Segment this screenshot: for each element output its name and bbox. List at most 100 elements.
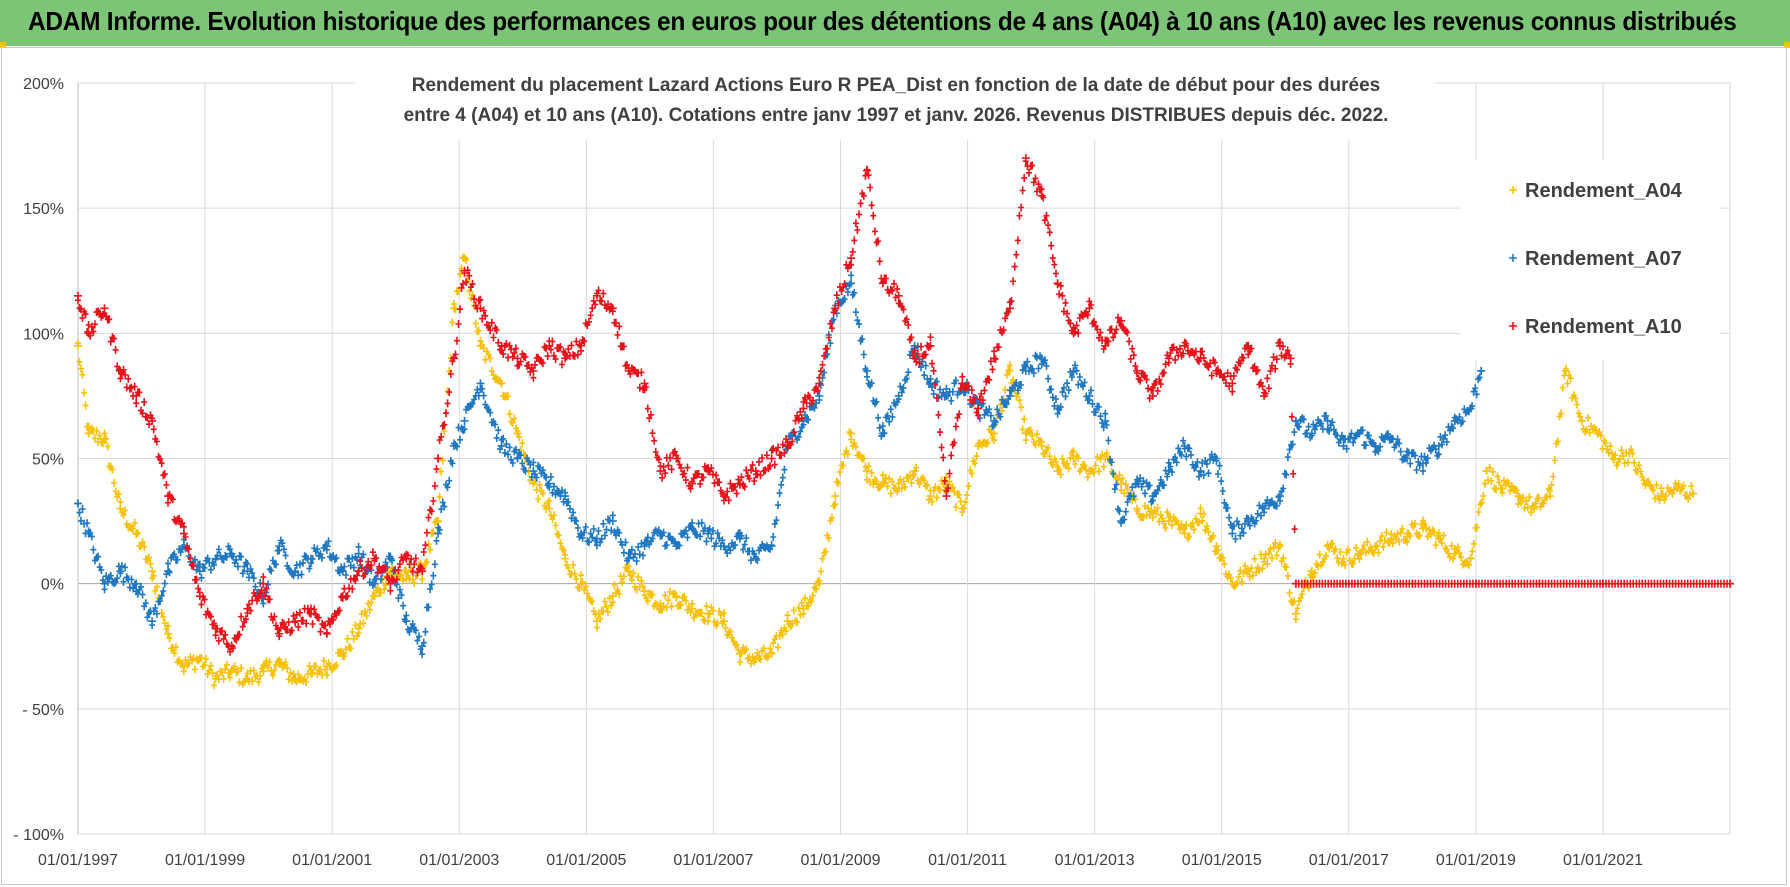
data-point: [1148, 492, 1157, 501]
data-point: [460, 266, 469, 275]
data-point: [291, 617, 300, 626]
data-point: [449, 304, 458, 313]
chart-frame: [1, 47, 1787, 885]
x-tick-label: 01/01/1997: [38, 852, 118, 869]
data-point: [910, 354, 919, 363]
data-point: [370, 579, 379, 588]
data-point: [476, 379, 485, 388]
data-point: [656, 529, 665, 538]
data-point: [179, 662, 188, 671]
data-point: [958, 379, 967, 388]
data-point: [164, 567, 173, 576]
data-point: [704, 529, 713, 538]
chart-title-line: Rendement du placement Lazard Actions Eu…: [412, 75, 1380, 96]
data-point: [815, 579, 824, 588]
data-point: [1196, 354, 1205, 363]
data-point: [148, 416, 157, 425]
data-point: [656, 599, 665, 608]
data-point: [460, 416, 469, 425]
data-point: [751, 554, 760, 563]
data-point: [418, 567, 427, 576]
data-point: [243, 604, 252, 613]
series-Rendement_A07: [74, 271, 1486, 659]
data-point: [1275, 341, 1284, 350]
data-point: [84, 329, 93, 338]
data-point: [84, 529, 93, 538]
chart-axes: 200% 150% 100% 50% 0% - 50% - 100% 01/01/1997 01…: [13, 76, 1643, 869]
data-point: [370, 592, 379, 601]
y-tick-label: 100%: [23, 326, 64, 343]
data-point: [1561, 366, 1570, 375]
y-tick-label: 0%: [41, 577, 64, 594]
data-point: [1387, 434, 1396, 443]
x-tick-label: 01/01/2009: [800, 852, 880, 869]
data-point: [1275, 492, 1284, 501]
x-tick-label: 01/01/2007: [673, 852, 753, 869]
data-point: [1021, 154, 1030, 163]
data-point: [1403, 529, 1412, 538]
data-point: [1148, 391, 1157, 400]
data-point: [1482, 467, 1491, 476]
data-point: [1260, 554, 1269, 563]
data-point: [100, 579, 109, 588]
data-point: [831, 492, 840, 501]
x-tick-label: 01/01/2005: [546, 852, 626, 869]
data-point: [640, 542, 649, 551]
data-point: [164, 629, 173, 638]
data-point: [561, 354, 570, 363]
data-point: [894, 391, 903, 400]
data-point: [1005, 304, 1014, 313]
data-point: [1471, 579, 1480, 588]
chart-grid: [77, 82, 1731, 835]
series-markers-Rendement_A04: [75, 253, 1696, 690]
data-point: [306, 554, 315, 563]
data-point: [592, 534, 601, 543]
y-tick-label: 50%: [32, 452, 64, 469]
data-point: [592, 617, 601, 626]
data-point: [990, 429, 999, 438]
data-point: [990, 354, 999, 363]
data-point: [862, 467, 871, 476]
data-point: [1117, 517, 1126, 526]
data-point: [704, 609, 713, 618]
data-point: [434, 454, 443, 463]
data-point: [1101, 454, 1110, 463]
data-point: [116, 504, 125, 513]
data-point: [1021, 366, 1030, 375]
data-point: [227, 642, 236, 651]
data-point: [847, 254, 856, 263]
x-tick-label: 01/01/2003: [419, 852, 499, 869]
data-point: [1133, 479, 1142, 488]
data-point: [894, 484, 903, 493]
data-point: [608, 517, 617, 526]
data-point: [1196, 509, 1205, 518]
data-point: [275, 542, 284, 551]
data-point: [460, 254, 469, 263]
header-banner: ADAM Informe. Evolution historique des p…: [0, 0, 1790, 46]
data-point: [767, 542, 776, 551]
data-point: [1244, 567, 1253, 576]
data-point: [942, 391, 951, 400]
data-point: [990, 416, 999, 425]
data-point: [1514, 492, 1523, 501]
x-tick-label: 01/01/2013: [1055, 852, 1135, 869]
x-tick-label: 01/01/2001: [292, 852, 372, 869]
data-point: [1434, 534, 1443, 543]
data-point: [1148, 509, 1157, 518]
data-point: [862, 166, 871, 175]
data-point: [354, 567, 363, 576]
data-point: [545, 479, 554, 488]
data-point: [561, 492, 570, 501]
data-point: [211, 624, 220, 633]
data-point: [1466, 404, 1475, 413]
data-point: [847, 279, 856, 288]
data-point: [195, 654, 204, 663]
data-point: [74, 499, 82, 508]
data-point: [1307, 429, 1316, 438]
data-point: [418, 642, 427, 651]
data-point: [1609, 454, 1618, 463]
data-point: [1434, 441, 1443, 450]
data-point: [1260, 391, 1269, 400]
data-point: [386, 554, 395, 563]
data-point: [1117, 479, 1126, 488]
